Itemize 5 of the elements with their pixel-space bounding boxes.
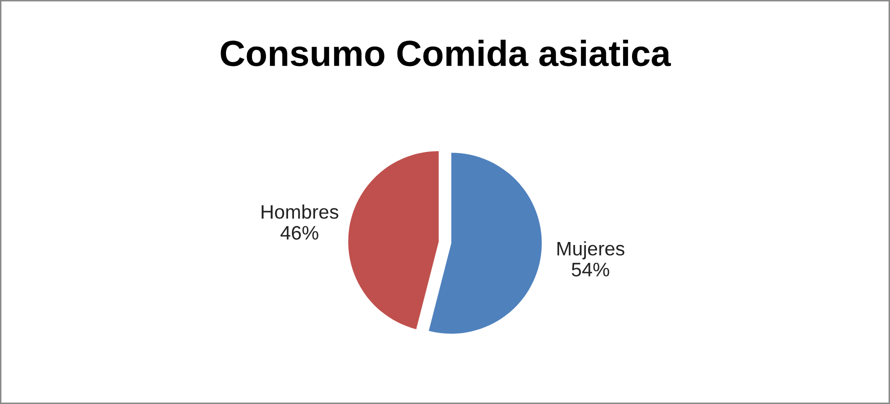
data-label: 54% bbox=[572, 262, 610, 276]
data-label: 46% bbox=[280, 226, 318, 240]
chart-title: Consumo Comida asiatica bbox=[220, 40, 671, 66]
slice-label: Mujeres bbox=[557, 241, 624, 260]
slice-label: Hombres bbox=[262, 204, 338, 219]
